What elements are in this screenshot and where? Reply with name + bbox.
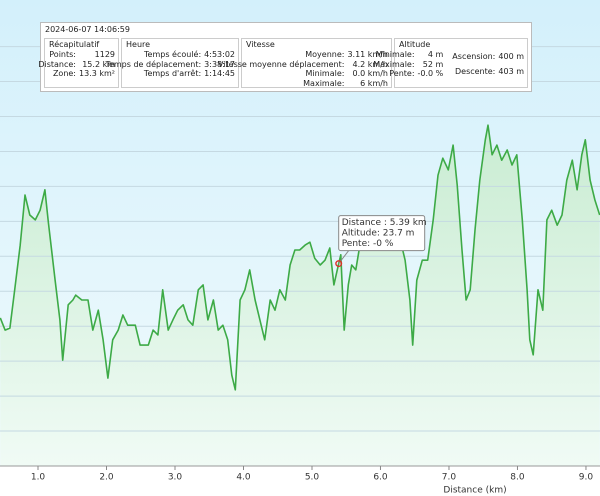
x-tick-label: 8.0 (510, 473, 525, 483)
x-tick-label: 6.0 (373, 473, 388, 483)
tooltip-box (338, 215, 426, 252)
tooltip-line: Altitude: 23.7 m (342, 229, 415, 239)
x-tick-label: 1.0 (31, 473, 46, 483)
group-box: Vitesse Moyenne: 3.11 km/h Vitesse moyenne … (218, 38, 392, 88)
field-label: Maximale: (373, 59, 415, 69)
group-box: Récapitulatif Points: 1129 Distance: 15.2 km… (38, 38, 119, 88)
field-value: 1129 (94, 50, 115, 59)
field-value: 15.2 km (82, 59, 115, 69)
field-row: Minimale: 4 m (370, 50, 444, 60)
field-row: Distance: 15.2 km (35, 60, 115, 70)
field-label: Temps d'arrêt: (143, 69, 202, 78)
field-table: Points: 1129 Distance: 15.2 km Zone: 13.3 km² (35, 50, 115, 79)
field-row: Ascension: 400 m (449, 50, 524, 64)
selected-point (335, 260, 343, 268)
field-label: Minimale: (305, 69, 345, 78)
x-tick-label: 7.0 (442, 473, 457, 483)
field-label: Points: (49, 50, 76, 59)
field-label: Temps écoulé: (144, 50, 202, 59)
field-value: 13.3 km² (79, 69, 115, 78)
area (0, 125, 600, 466)
group-columns: Minimale: 4 m Maximale: 52 m Pente: -0.0 % Asc… (370, 50, 524, 79)
field-label: Zone: (52, 69, 76, 78)
field-label: Pente: (389, 69, 415, 78)
field-row: Maximale: 52 m (370, 60, 443, 70)
field-row: Moyenne: 3.11 km/h (215, 50, 388, 60)
x-tick-label: 2.0 (99, 473, 114, 483)
field-row: Zone: 13.3 km² (35, 69, 115, 79)
group-title: Altitude (399, 40, 431, 49)
x-tick-label: 4.0 (236, 473, 251, 483)
field-value: 4 m (427, 50, 444, 59)
field-value: 4.2 km/h (352, 59, 388, 69)
field-value: 0.0 km/h (352, 69, 388, 78)
field-row: Points: 1129 (35, 50, 115, 60)
group-title: Heure (126, 40, 151, 49)
field-value: 3.11 km/h (347, 50, 388, 59)
group-title: Vitesse (246, 40, 275, 49)
field-label: Vitesse moyenne déplacement: (217, 59, 345, 69)
field-row: Temps de déplacement: 3:38:17 (102, 60, 235, 70)
field-label: Distance: (38, 59, 76, 69)
field-label: Moyenne: (305, 50, 345, 59)
field-value: 1:14:45 (204, 69, 235, 78)
field-label: Ascension: (452, 52, 496, 62)
group-columns: Points: 1129 Distance: 15.2 km Zone: 13.3 km² (35, 50, 115, 79)
field-table: Moyenne: 3.11 km/h Vitesse moyenne déplace… (215, 50, 388, 88)
field-value: 400 m (498, 52, 524, 62)
field-row: Minimale: 0.0 km/h (215, 69, 389, 79)
field-table: Temps écoulé: 4:53:02 Temps de déplacement… (102, 50, 235, 79)
field-label: Minimale: (375, 50, 415, 59)
field-value: -0.0 % (417, 69, 444, 78)
field-row: Descente: 403 m (449, 64, 524, 78)
group-columns: Moyenne: 3.11 km/h Vitesse moyenne déplace… (215, 50, 388, 88)
field-table: Ascension: 400 m Descente: 403 m (449, 50, 524, 79)
axis-band (0, 466, 600, 496)
x-tick-label: 9.0 (579, 473, 594, 483)
field-row: Temps écoulé: 4:53:02 (102, 50, 235, 60)
field-value: 6 km/h (360, 78, 388, 88)
tooltip-line: Pente: -0 % (342, 239, 394, 249)
field-value: 4:53:02 (204, 50, 235, 59)
field-label: Maximale: (303, 78, 345, 88)
x-tick-label: 5.0 (305, 473, 320, 483)
tooltip-line: Distance : 5.39 km (342, 218, 427, 228)
field-value: 403 m (498, 66, 524, 76)
x-axis-label: Distance (km) (443, 486, 506, 496)
field-label: Descente: (454, 66, 496, 76)
field-row: Pente: -0.0 % (370, 69, 443, 79)
field-value: 3:38:17 (204, 59, 235, 69)
group-box: Altitude Minimale: 4 m Maximale: 52 m Pente: -… (373, 38, 528, 88)
group-title: Récapitulatif (49, 40, 100, 49)
field-row: Maximale: 6 km/h (215, 79, 388, 89)
group-box: Heure Temps écoulé: 4:53:02 Temps de déplac… (105, 38, 239, 88)
field-table: Minimale: 4 m Maximale: 52 m Pente: -0.0 % (370, 50, 443, 79)
field-row: Temps d'arrêt: 1:14:45 (102, 69, 235, 79)
timestamp: 2024-06-07 14:06:59 (45, 25, 130, 34)
group-columns: Temps écoulé: 4:53:02 Temps de déplacement… (102, 50, 235, 79)
summary-panel: 2024-06-07 14:06:59 Récapitulatif Points:… (38, 22, 532, 92)
field-label: Temps de déplacement: (105, 59, 202, 69)
elevation-line (0, 124, 600, 391)
field-value: 52 m (422, 59, 444, 69)
x-tick-label: 3.0 (168, 473, 183, 483)
field-row: Vitesse moyenne déplacement: 4.2 km/h (215, 60, 388, 70)
